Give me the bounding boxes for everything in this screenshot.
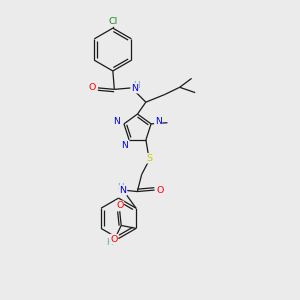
Text: O: O [110,235,118,244]
Text: N: N [155,117,161,126]
Text: O: O [156,186,164,195]
Text: N: N [122,141,128,150]
Text: O: O [116,201,123,210]
Text: H: H [117,183,124,192]
Text: S: S [146,154,152,163]
Text: O: O [89,83,96,92]
Text: Cl: Cl [108,17,118,26]
Text: N: N [119,186,127,195]
Text: H: H [134,81,140,90]
Text: N: N [131,84,138,93]
Text: H: H [106,238,113,247]
Text: N: N [113,117,120,126]
